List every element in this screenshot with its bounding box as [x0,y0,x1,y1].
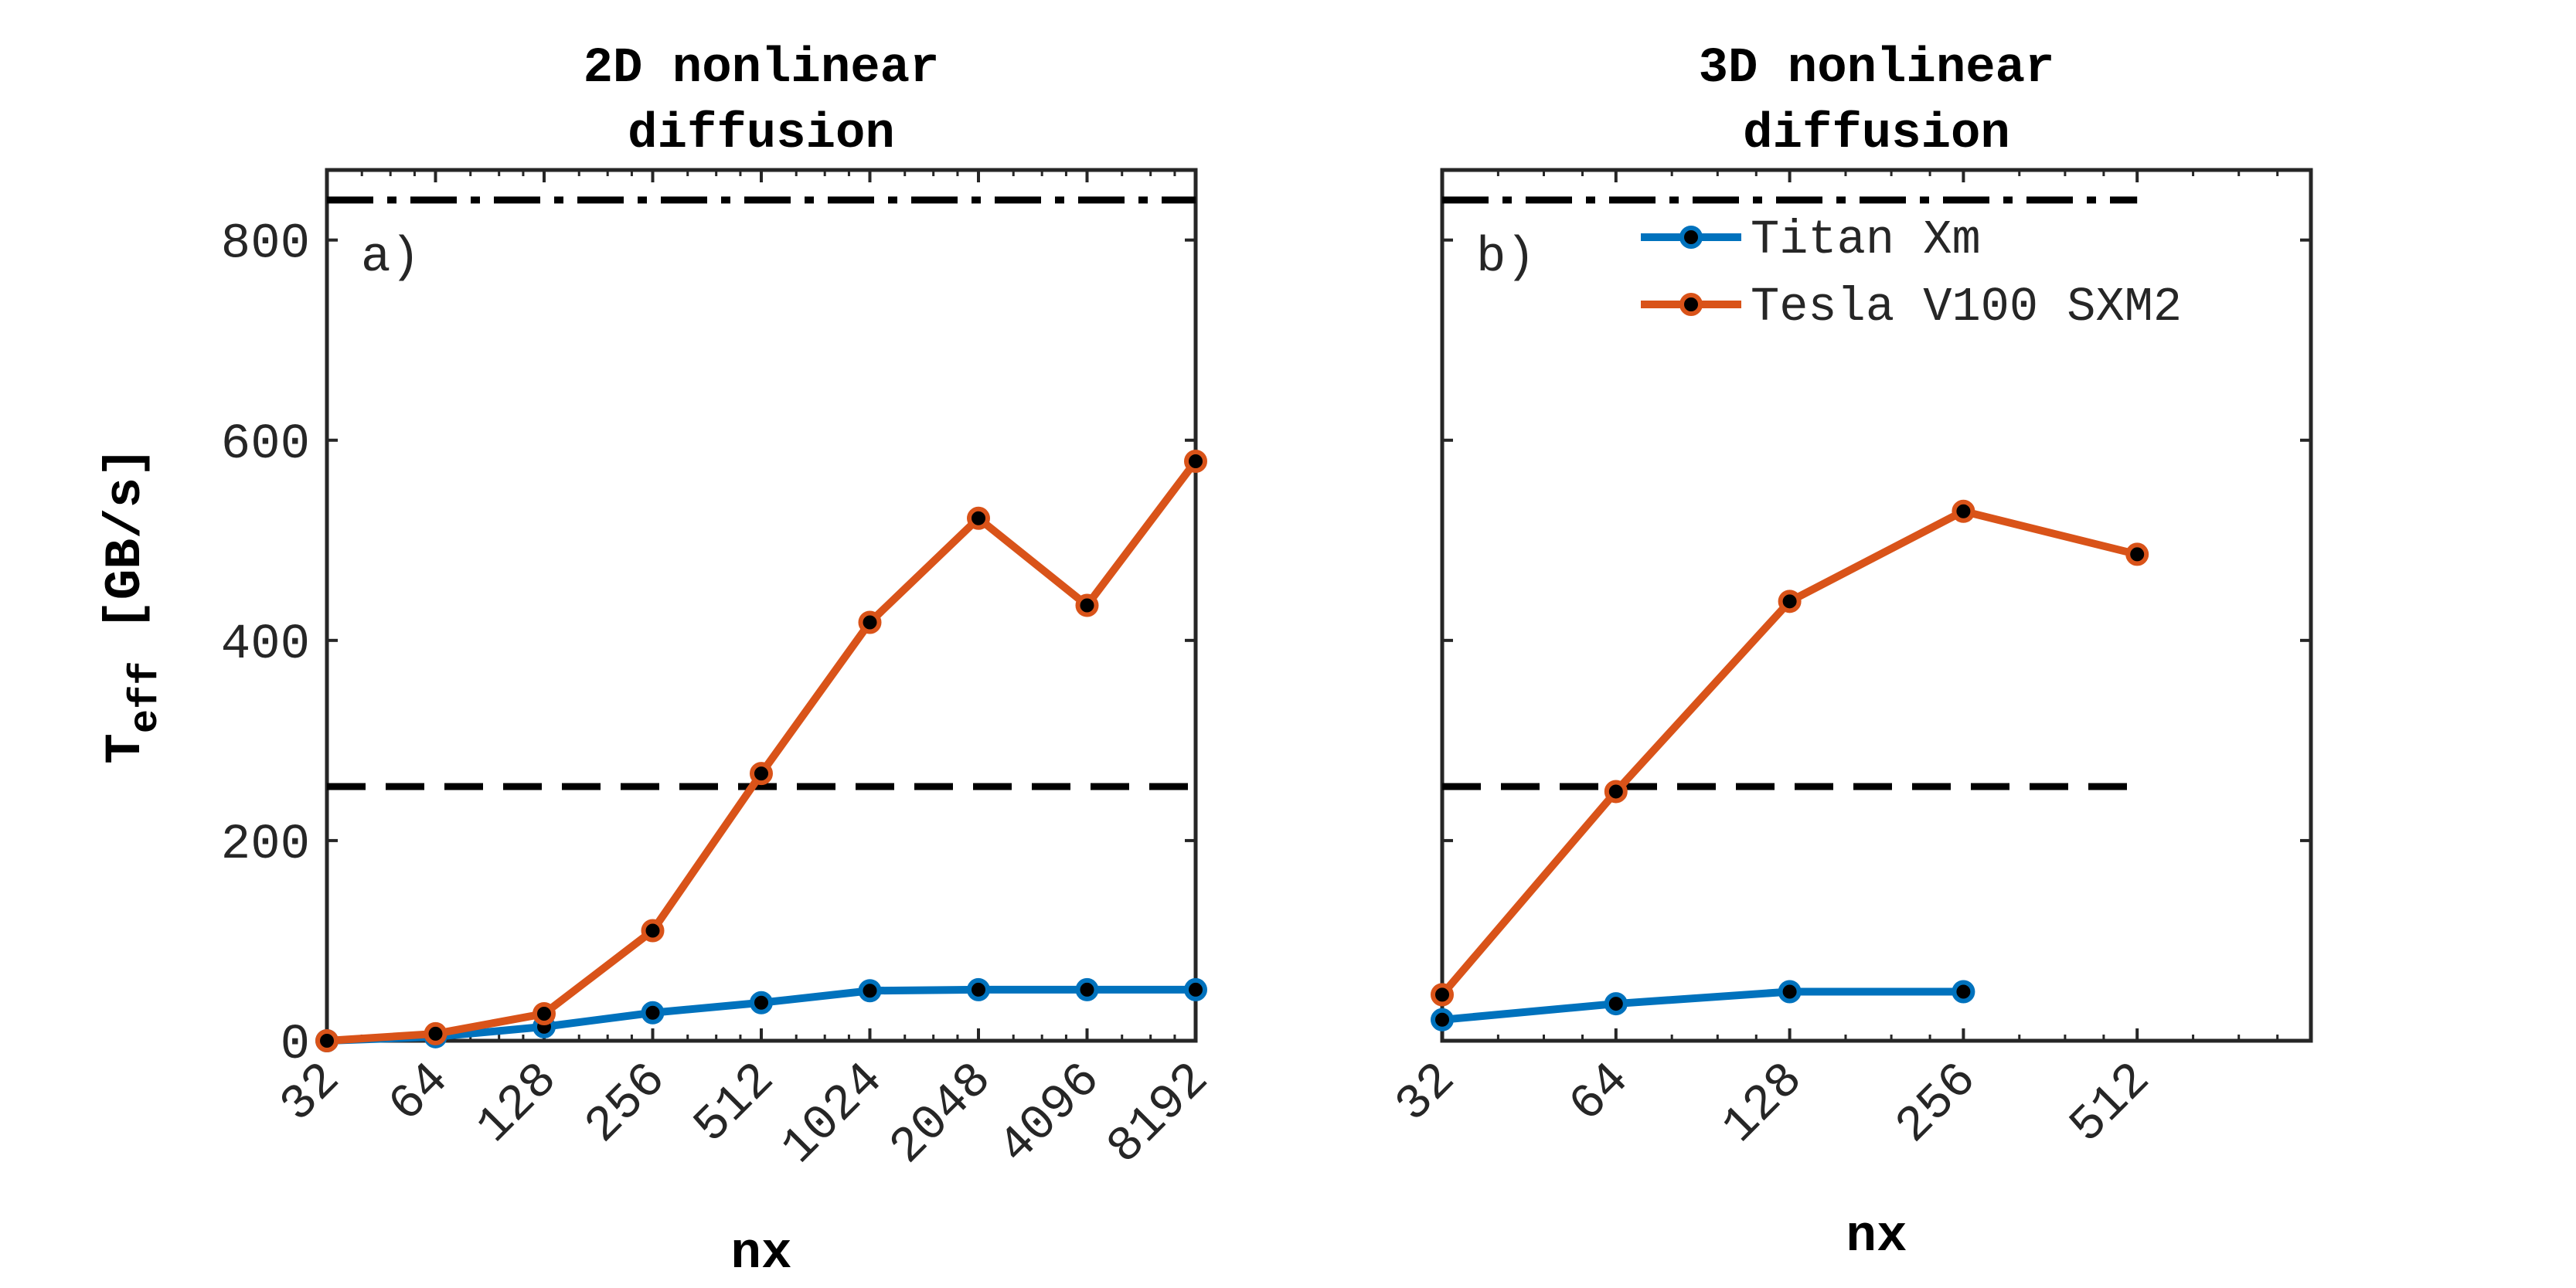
data-point-tesla-v100 [750,762,773,786]
y-tick-label: 0 [281,1018,310,1073]
data-point-tesla-v100 [2125,542,2149,566]
data-point-tesla-v100 [424,1021,447,1045]
data-point-tesla-v100 [1778,590,1802,613]
data-point-titan-xm [1184,977,1207,1001]
data-point-titan-xm [1952,980,1975,1004]
y-axis-label-units: [GB/s] [97,447,155,661]
chart-title-line: 2D nonlinear [584,41,940,97]
x-axis-label: nx [1846,1208,1907,1266]
data-point-titan-xm [641,1001,665,1025]
y-axis-label-symbol: T [97,733,155,764]
data-point-tesla-v100 [315,1029,339,1052]
legend-swatch-marker [1679,293,1703,316]
series-line-titan-xm [1441,987,1964,1024]
y-tick-label: 800 [221,217,310,273]
data-point-tesla-v100 [858,610,882,634]
data-point-tesla-v100 [967,506,990,530]
x-axis-label: nx [730,1225,791,1283]
chart-title-line: diffusion [1743,107,2010,162]
axes-box [1440,168,2313,1043]
data-point-titan-xm [1604,992,1628,1016]
data-point-tesla-v100 [1952,499,1975,523]
data-point-titan-xm [967,977,990,1001]
panel-letter: b) [1476,230,1536,286]
data-point-tesla-v100 [1604,780,1628,804]
data-point-titan-xm [1778,980,1802,1004]
data-point-titan-xm [1075,977,1099,1001]
chart-title-line: diffusion [628,107,895,162]
panel-letter: a) [361,230,420,286]
data-point-titan-xm [1431,1008,1454,1031]
y-axis-label-subscript: eff [123,661,168,734]
y-tick-label: 200 [221,817,310,873]
legend-swatch-marker [1679,226,1703,249]
data-point-titan-xm [858,979,882,1003]
y-tick-label: 600 [221,417,310,473]
data-point-tesla-v100 [1431,983,1454,1007]
legend-entry-label: Tesla V100 SXM2 [1751,280,2182,335]
data-point-tesla-v100 [641,919,665,943]
y-axis-label: Teff [GB/s] [97,447,168,763]
data-point-tesla-v100 [533,1002,556,1026]
data-point-tesla-v100 [1184,449,1207,473]
legend-entry-label: Titan Xm [1751,212,1981,267]
y-tick-label: 400 [221,617,310,673]
chart-title-line: 3D nonlinear [1699,41,2055,97]
data-point-tesla-v100 [1075,593,1099,617]
data-point-titan-xm [750,991,773,1014]
